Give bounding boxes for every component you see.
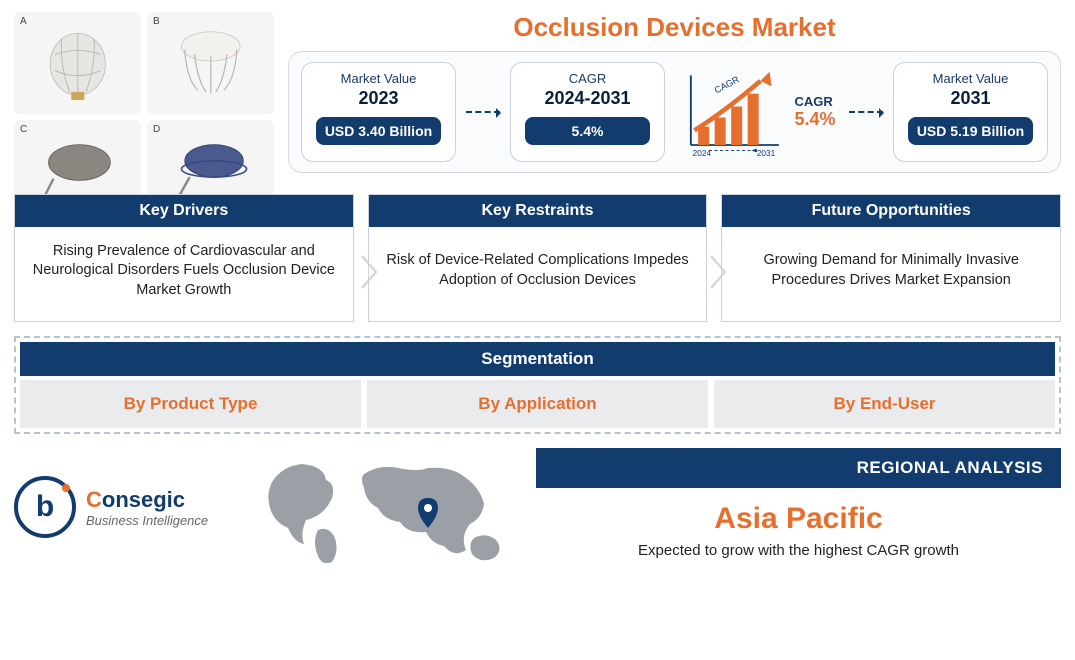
brand-logo: b Consegic Business Intelligence bbox=[14, 448, 244, 538]
factor-text: Rising Prevalence of Cardiovascular and … bbox=[15, 227, 353, 321]
metric-2031: Market Value 2031 USD 5.19 Billion bbox=[893, 62, 1048, 162]
svg-text:2031: 2031 bbox=[757, 149, 776, 158]
device-label-b: B bbox=[153, 16, 160, 27]
metric-value: 5.4% bbox=[525, 117, 649, 145]
device-label-a: A bbox=[20, 16, 27, 27]
factor-opportunities: Future Opportunities Growing Demand for … bbox=[721, 194, 1061, 322]
device-label-d: D bbox=[153, 124, 160, 135]
brand-name: Consegic bbox=[86, 487, 208, 513]
factor-title: Key Drivers bbox=[15, 195, 353, 227]
factor-text: Growing Demand for Minimally Invasive Pr… bbox=[722, 227, 1060, 321]
segmentation-title: Segmentation bbox=[20, 342, 1055, 376]
metric-year: 2023 bbox=[308, 88, 449, 109]
world-map-icon bbox=[260, 448, 520, 577]
growth-chart-icon: CAGR 2024 2031 CAGR 5.4% bbox=[675, 62, 839, 162]
metric-year: 2031 bbox=[900, 88, 1041, 109]
growth-value: 5.4% bbox=[794, 109, 835, 130]
factor-text: Risk of Device-Related Complications Imp… bbox=[369, 227, 707, 321]
metric-value: USD 3.40 Billion bbox=[316, 117, 440, 145]
arrow-icon bbox=[849, 111, 883, 113]
metric-label: CAGR bbox=[517, 71, 658, 86]
page-title: Occlusion Devices Market bbox=[288, 12, 1061, 43]
brand-tagline: Business Intelligence bbox=[86, 513, 208, 528]
factor-title: Future Opportunities bbox=[722, 195, 1060, 227]
regional-subtext: Expected to grow with the highest CAGR g… bbox=[544, 542, 1053, 559]
svg-text:2024: 2024 bbox=[693, 149, 712, 158]
metric-year: 2024-2031 bbox=[517, 88, 658, 109]
device-label-c: C bbox=[20, 124, 27, 135]
chevron-icon bbox=[360, 254, 380, 290]
growth-label: CAGR bbox=[794, 94, 835, 109]
metric-value: USD 5.19 Billion bbox=[908, 117, 1032, 145]
chevron-icon bbox=[709, 254, 729, 290]
logo-mark-icon: b bbox=[14, 476, 76, 538]
arrow-icon bbox=[466, 111, 500, 113]
regional-region: Asia Pacific bbox=[544, 502, 1053, 536]
device-images: A B C D bbox=[14, 12, 274, 182]
factor-title: Key Restraints bbox=[369, 195, 707, 227]
metric-label: Market Value bbox=[900, 71, 1041, 86]
metric-2023: Market Value 2023 USD 3.40 Billion bbox=[301, 62, 456, 162]
factors-row: Key Drivers Rising Prevalence of Cardiov… bbox=[14, 194, 1061, 322]
factor-drivers: Key Drivers Rising Prevalence of Cardiov… bbox=[14, 194, 354, 322]
regional-analysis: REGIONAL ANALYSIS Asia Pacific Expected … bbox=[536, 448, 1061, 559]
curve-label: CAGR bbox=[713, 74, 741, 95]
factor-restraints: Key Restraints Risk of Device-Related Co… bbox=[368, 194, 708, 322]
seg-application: By Application bbox=[367, 380, 708, 428]
metric-label: Market Value bbox=[308, 71, 449, 86]
segmentation: Segmentation By Product Type By Applicat… bbox=[14, 336, 1061, 434]
metrics-band: Market Value 2023 USD 3.40 Billion CAGR … bbox=[288, 51, 1061, 173]
metric-cagr: CAGR 2024-2031 5.4% bbox=[510, 62, 665, 162]
seg-product-type: By Product Type bbox=[20, 380, 361, 428]
regional-header: REGIONAL ANALYSIS bbox=[536, 448, 1061, 488]
seg-end-user: By End-User bbox=[714, 380, 1055, 428]
